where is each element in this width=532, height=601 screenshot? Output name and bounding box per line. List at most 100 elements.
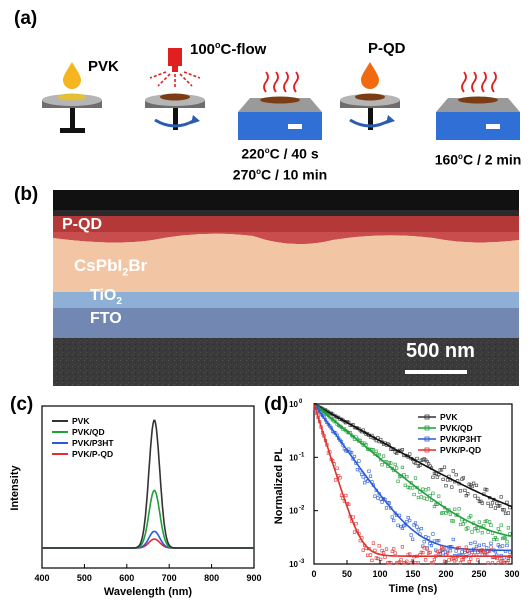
decay-point — [480, 531, 484, 535]
panel-c-label: (c) — [10, 394, 34, 415]
decay-point — [496, 561, 500, 565]
decay-point — [488, 549, 492, 553]
decay-point — [395, 466, 399, 470]
decay-point — [379, 557, 383, 562]
decay-point — [442, 465, 447, 469]
decay-point — [431, 491, 435, 495]
decay-point — [451, 519, 455, 523]
decay-point — [357, 459, 361, 463]
spectrum-line-0 — [42, 419, 254, 549]
spin-coater-3 — [340, 93, 400, 130]
decay-point — [419, 527, 423, 531]
decay-series-1 — [313, 403, 512, 544]
decay-point — [413, 461, 418, 465]
decay-point — [379, 497, 383, 501]
decay-point — [354, 522, 358, 526]
decay-point — [477, 543, 482, 547]
decay-point — [377, 453, 381, 457]
chart-d-legend-marker-0 — [424, 414, 430, 420]
decay-point — [448, 512, 453, 516]
decay-point — [493, 506, 498, 510]
decay-point — [396, 523, 400, 527]
decay-point — [361, 548, 365, 552]
pqd-layer-label: P-QD — [62, 216, 102, 233]
decay-point — [437, 539, 441, 543]
decay-point — [424, 558, 428, 562]
decay-point — [380, 463, 384, 467]
decay-point — [503, 536, 508, 540]
decay-point — [383, 555, 387, 559]
decay-point — [451, 537, 455, 542]
decay-point — [489, 541, 493, 545]
decay-point — [373, 548, 377, 553]
spectrum-line-2 — [42, 530, 254, 549]
decay-point — [384, 506, 389, 510]
pvk-droplet-icon — [63, 62, 81, 89]
chart-d-yticklabel-exp-1: -1 — [299, 452, 305, 458]
decay-point — [486, 501, 490, 505]
decay-point — [496, 527, 500, 531]
chart-d-legend-2: PVK/P3HT — [440, 434, 482, 444]
decay-point — [451, 469, 455, 473]
spin-coater-1 — [42, 93, 102, 133]
chart-d-yticklabel-3: 10 — [289, 560, 298, 569]
decay-point — [476, 529, 480, 533]
spin-coater-2 — [145, 93, 205, 130]
decay-point — [389, 561, 393, 565]
chart-d-legend-1: PVK/QD — [440, 423, 473, 433]
decay-point — [445, 551, 450, 555]
decay-point — [334, 478, 338, 482]
chart-c-legend-2: PVK/P3HT — [72, 438, 114, 448]
decay-point — [473, 494, 477, 498]
decay-point — [461, 476, 466, 480]
decay-point — [473, 548, 477, 552]
decay-point — [485, 519, 489, 523]
decay-point — [399, 558, 403, 562]
decay-point — [393, 551, 397, 555]
decay-point — [368, 553, 373, 557]
decay-point — [454, 558, 458, 562]
chart-d-xticklabel-0: 0 — [311, 569, 316, 579]
decay-point — [389, 461, 393, 465]
decay-point — [403, 483, 407, 487]
fto-layer-label: FTO — [90, 310, 122, 327]
decay-point — [368, 474, 373, 478]
decay-point — [485, 488, 489, 492]
perovskite-layer — [53, 233, 519, 292]
decay-point — [393, 462, 397, 466]
decay-point — [460, 550, 464, 554]
decay-point — [390, 515, 394, 519]
decay-point — [477, 520, 482, 524]
decay-point — [505, 540, 509, 544]
decay-point — [416, 528, 421, 532]
chart-d-yticklabel-1: 10 — [289, 453, 298, 462]
decay-point — [422, 540, 426, 544]
process-schematic — [42, 48, 520, 140]
decay-point — [470, 484, 474, 489]
step-pqd-label: P-QD — [368, 40, 406, 57]
decay-point — [352, 530, 357, 534]
decay-fit-1 — [313, 403, 513, 538]
chart-c-frame — [41, 405, 255, 569]
decay-point — [387, 501, 391, 505]
decay-point — [506, 511, 511, 515]
chart-c-ylabel: Intensity — [9, 465, 21, 511]
decay-point — [474, 483, 479, 487]
decay-point — [498, 545, 502, 549]
decay-point — [406, 516, 410, 520]
decay-point — [441, 551, 445, 555]
decay-point — [454, 473, 458, 477]
decay-point — [473, 540, 477, 545]
chart-d-yticklabel-exp-3: -3 — [299, 559, 305, 565]
decay-point — [421, 487, 425, 491]
decay-point — [480, 501, 484, 505]
decay-point — [405, 475, 409, 479]
decay-point — [453, 507, 457, 511]
decay-point — [367, 469, 371, 473]
decay-point — [441, 477, 445, 481]
chart-d-legend-3: PVK/P-QD — [440, 445, 481, 455]
decay-point — [411, 537, 415, 541]
decay-point — [495, 537, 499, 542]
decay-point — [428, 550, 432, 555]
